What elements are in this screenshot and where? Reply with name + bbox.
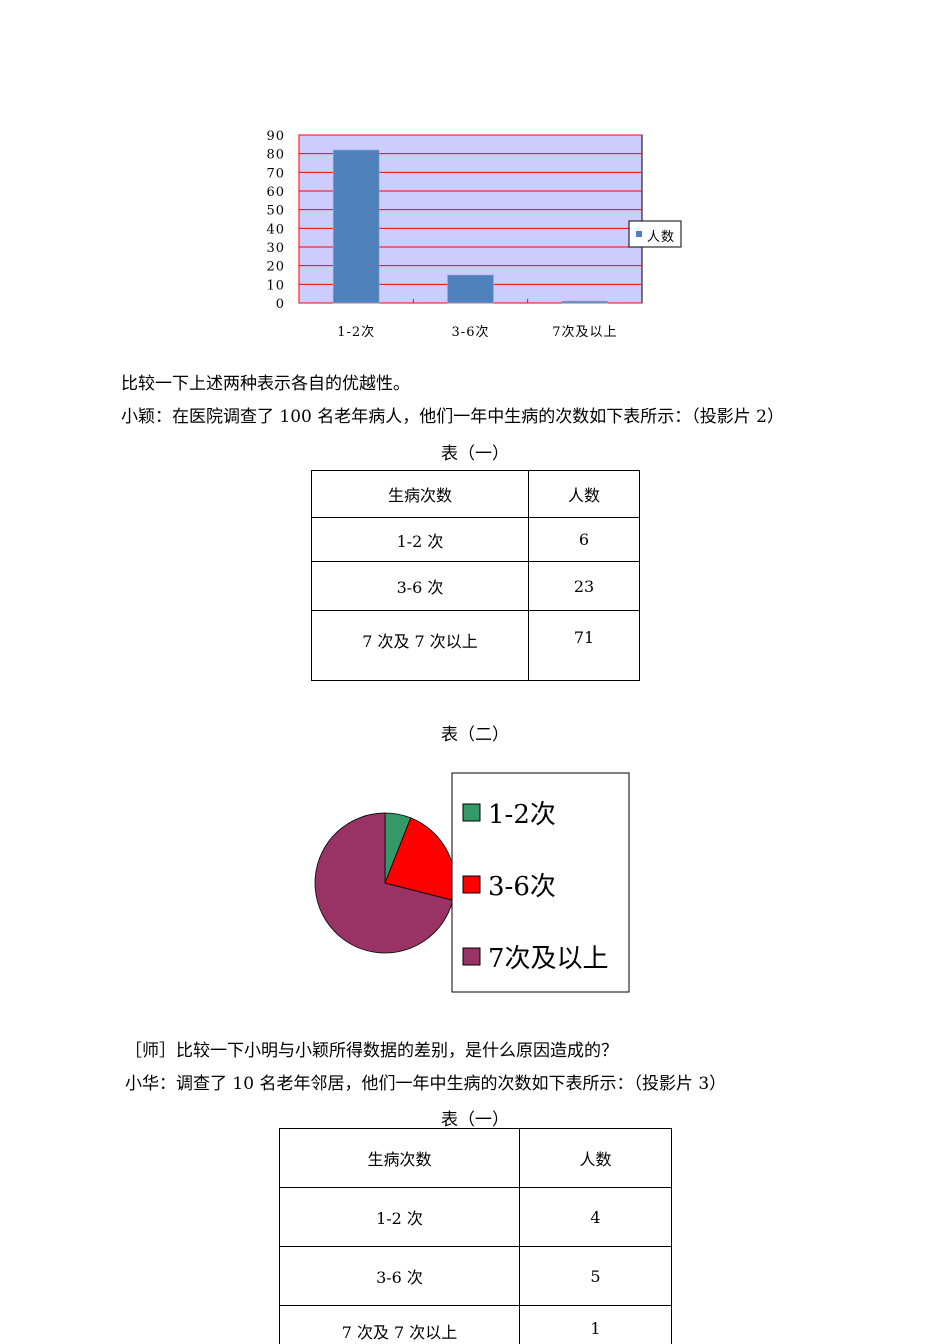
cell: 71: [528, 610, 640, 681]
header-cell: 生病次数: [279, 1128, 520, 1188]
y-tick-label: 90: [266, 129, 285, 144]
bar: [447, 274, 494, 304]
cell: 4: [519, 1187, 672, 1247]
table-row: 3-6 次 23: [311, 561, 640, 611]
x-tick-label: 7次及以上: [552, 324, 617, 340]
x-tick-label: 1-2次: [337, 324, 375, 340]
cell: 5: [519, 1246, 672, 1306]
cell: 7 次及 7 次以上: [311, 610, 529, 681]
y-tick-label: 0: [276, 297, 285, 312]
cell: 6: [528, 517, 640, 562]
y-tick-label: 30: [266, 241, 285, 256]
legend-label: 人数: [647, 230, 675, 245]
y-tick-label: 80: [266, 148, 285, 163]
y-tick-label: 40: [266, 222, 285, 237]
y-tick-label: 20: [266, 260, 285, 275]
legend-swatch: [462, 803, 481, 822]
paragraph: ［师］比较一下小明与小颖所得数据的差别，是什么原因造成的？: [125, 1041, 618, 1061]
table-caption: 表（二）: [441, 725, 509, 745]
legend-swatch: [462, 947, 481, 966]
legend-label: 1-2次: [488, 800, 556, 830]
header-cell: 人数: [528, 470, 640, 518]
bar-chart: 0 10 20 30 40 50 60 70 80 90 1-2次 3-6次 7次及以上 人数: [266, 129, 682, 340]
table-row: 7 次及 7 次以上 1: [279, 1305, 672, 1344]
header-cell: 生病次数: [311, 470, 529, 518]
paragraph: 小颖：在医院调查了 100 名老年病人，他们一年中生病的次数如下表所示：（投影片…: [121, 407, 784, 427]
cell: 1: [519, 1305, 672, 1344]
y-tick-label: 70: [266, 166, 285, 181]
table-header-row: 生病次数 人数: [311, 470, 640, 518]
y-tick-label: 60: [266, 185, 285, 200]
cell: 7 次及 7 次以上: [279, 1305, 520, 1344]
cell: 1-2 次: [279, 1187, 520, 1247]
pie-chart: 1-2次 3-6次 7次及以上: [314, 772, 630, 993]
table-header-row: 生病次数 人数: [279, 1128, 672, 1188]
legend-label: 7次及以上: [488, 944, 609, 974]
table-caption: 表（一）: [441, 1110, 509, 1130]
legend-box: [451, 772, 630, 993]
legend-swatch: [462, 875, 481, 894]
bar: [561, 300, 609, 304]
table-caption: 表（一）: [441, 444, 509, 464]
pie-slice: [314, 812, 454, 954]
cell: 1-2 次: [311, 517, 529, 562]
x-tick-label: 3-6次: [452, 324, 490, 340]
paragraph: 小华：调查了 10 名老年邻居，他们一年中生病的次数如下表所示：（投影片 3）: [125, 1074, 727, 1094]
cell: 3-6 次: [279, 1246, 520, 1306]
legend-swatch: [636, 231, 642, 237]
y-tick-label: 50: [266, 204, 285, 219]
legend-label: 3-6次: [488, 872, 556, 902]
cell: 23: [528, 561, 640, 611]
bar: [332, 149, 380, 304]
y-tick-label: 10: [266, 278, 285, 293]
paragraph: 比较一下上述两种表示各自的优越性。: [121, 374, 410, 394]
table-row: 7 次及 7 次以上 71: [311, 610, 640, 681]
header-cell: 人数: [519, 1128, 672, 1188]
cell: 3-6 次: [311, 561, 529, 611]
